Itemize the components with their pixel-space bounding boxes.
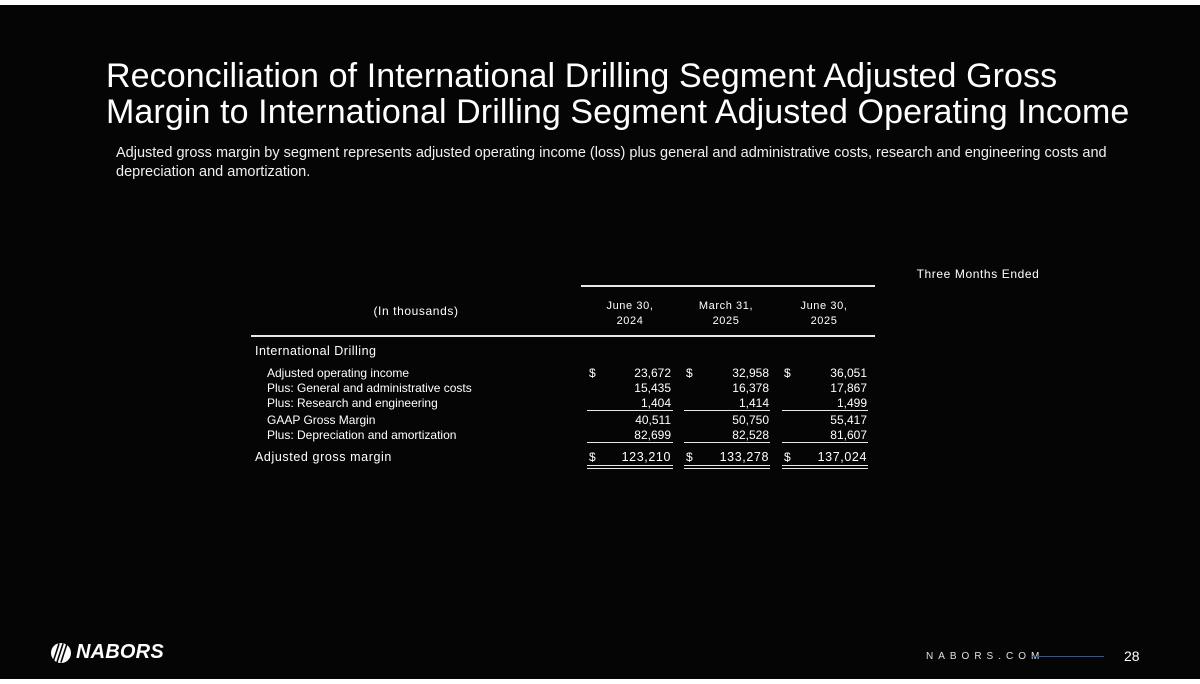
row-label: Plus: General and administrative costs xyxy=(267,381,472,395)
currency-symbol: $ xyxy=(784,366,791,380)
subtotal-rule xyxy=(587,442,673,443)
slide-title-line-2: Margin to International Drilling Segment… xyxy=(106,93,1130,131)
slide: Reconciliation of International Drilling… xyxy=(0,5,1200,679)
row-label: Plus: Research and engineering xyxy=(267,396,438,410)
subtotal-rule xyxy=(587,410,673,411)
value-cell: 1,499 xyxy=(836,396,867,410)
value-cell: 23,672 xyxy=(634,366,671,380)
column-header-line: June 30, xyxy=(606,300,654,312)
nabors-globe-icon xyxy=(51,642,71,663)
value-cell: 15,435 xyxy=(634,381,671,395)
value-cell: 82,699 xyxy=(634,428,671,442)
total-cell: 133,278 xyxy=(719,450,769,464)
value-cell: 82,528 xyxy=(732,428,769,442)
unit-label: (In thousands) xyxy=(373,304,459,318)
column-header-march-2025: March 31, 2025 xyxy=(678,299,774,329)
column-header-line: June 30, xyxy=(800,300,848,312)
currency-symbol: $ xyxy=(686,450,693,464)
website-label: NABORS.COM xyxy=(926,651,1045,662)
value-cell: 1,414 xyxy=(738,396,769,410)
currency-symbol: $ xyxy=(686,366,693,380)
total-label: Adjusted gross margin xyxy=(255,450,392,464)
group-header: Three Months Ended xyxy=(916,267,1040,281)
subtotal-rule xyxy=(782,410,868,411)
total-double-rule xyxy=(684,465,770,466)
column-header-line: 2024 xyxy=(616,315,644,327)
total-double-rule xyxy=(684,468,770,469)
value-cell: 1,404 xyxy=(640,396,671,410)
total-double-rule xyxy=(782,468,868,469)
column-header-rule xyxy=(251,335,875,337)
currency-symbol: $ xyxy=(589,366,596,380)
value-cell: 32,958 xyxy=(732,366,769,380)
column-header-line: 2025 xyxy=(712,315,740,327)
total-double-rule xyxy=(782,465,868,466)
currency-symbol: $ xyxy=(784,450,791,464)
nabors-logo: NABORS xyxy=(50,641,164,664)
slide-subtitle: Adjusted gross margin by segment represe… xyxy=(116,145,1107,180)
total-cell: 137,024 xyxy=(817,450,867,464)
column-header-line: 2025 xyxy=(810,315,838,327)
column-header-june-2025: June 30, 2025 xyxy=(776,299,872,329)
header-rule xyxy=(581,285,875,287)
logo-text: NABORS xyxy=(76,641,164,663)
value-cell: 16,378 xyxy=(732,381,769,395)
slide-title: Reconciliation of International Drilling… xyxy=(106,58,1186,130)
slide-title-line-1: Reconciliation of International Drilling… xyxy=(106,57,1058,95)
subtotal-rule xyxy=(684,442,770,443)
value-cell: 36,051 xyxy=(830,366,867,380)
value-cell: 17,867 xyxy=(830,381,867,395)
value-cell: 40,511 xyxy=(635,413,671,427)
row-label: Plus: Depreciation and amortization xyxy=(267,428,457,442)
column-header-june-2024: June 30, 2024 xyxy=(582,299,678,329)
website-accent-line xyxy=(1032,656,1104,657)
total-double-rule xyxy=(587,465,673,466)
total-cell: 123,210 xyxy=(621,450,671,464)
reconciliation-table: Three Months Ended (In thousands) June 3… xyxy=(251,257,1039,477)
total-double-rule xyxy=(587,468,673,469)
value-cell: 50,750 xyxy=(732,413,769,427)
section-label: International Drilling xyxy=(255,344,377,358)
row-label: Adjusted operating income xyxy=(267,366,410,380)
value-cell: 55,417 xyxy=(830,413,867,427)
value-cell: 81,607 xyxy=(830,428,867,442)
page-number: 28 xyxy=(1124,648,1140,664)
column-header-line: March 31, xyxy=(698,300,754,312)
subtotal-rule xyxy=(684,410,770,411)
currency-symbol: $ xyxy=(589,450,596,464)
row-label: GAAP Gross Margin xyxy=(267,413,376,427)
subtotal-rule xyxy=(782,442,868,443)
